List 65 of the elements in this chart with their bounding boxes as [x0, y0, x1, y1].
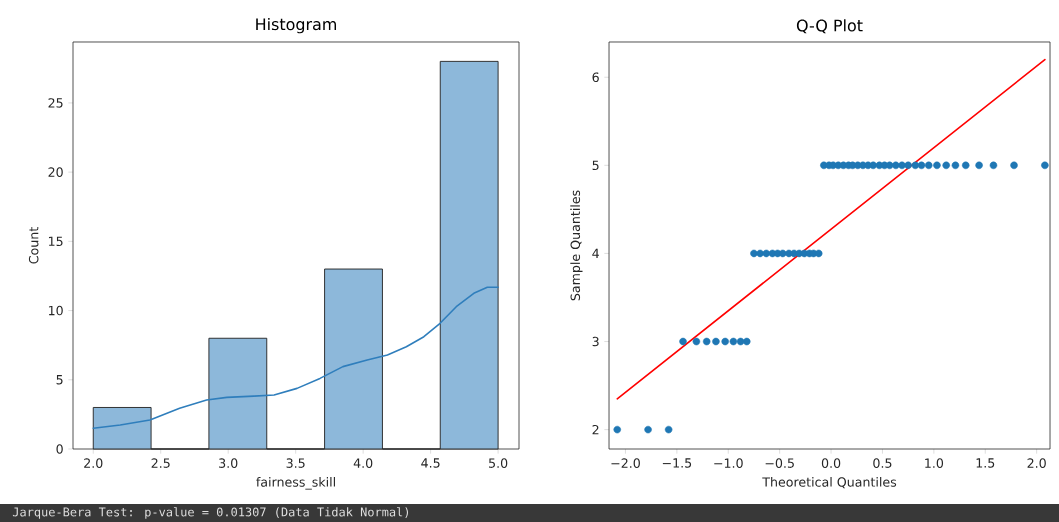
point [702, 337, 711, 346]
y-tick-label: 5 [56, 375, 63, 385]
point [729, 337, 738, 346]
x-tick-label: 0.0 [821, 458, 841, 468]
x-tick-label: 3.0 [219, 458, 238, 468]
y-tick-label: 2 [592, 424, 599, 435]
point [869, 161, 877, 170]
x-tick-label: 4.0 [353, 458, 373, 468]
point [679, 337, 687, 346]
point [975, 161, 983, 170]
point [898, 161, 906, 170]
point [904, 161, 912, 170]
point [644, 425, 652, 434]
point [911, 161, 920, 170]
y-axis-title: Sample Quantiles [570, 190, 583, 301]
x-tick-label: 1.5 [976, 458, 995, 468]
x-tick-label: 5.0 [489, 458, 508, 468]
point [961, 161, 970, 170]
point [750, 249, 758, 258]
x-tick-label: 2.0 [84, 458, 103, 468]
point [989, 161, 998, 170]
point [721, 337, 729, 346]
x-tick-label: −0.5 [765, 458, 794, 468]
point [712, 337, 720, 346]
point [917, 161, 926, 170]
y-tick-label: 25 [48, 98, 63, 108]
text: Jarque-Bera Test: p-value = 0.01307 (Data Tidak Normal) [12, 507, 409, 519]
x-tick-label: 2.5 [151, 458, 170, 468]
chart-title: Q-Q Plot [796, 19, 863, 34]
point [924, 161, 933, 170]
point [1010, 161, 1018, 170]
point [1041, 161, 1049, 170]
x-tick-label: −1.0 [714, 458, 743, 468]
point [779, 249, 787, 258]
y-tick-label: 10 [48, 305, 63, 316]
x-tick-label: −1.5 [662, 458, 692, 468]
point [664, 425, 673, 434]
line-series [92, 286, 499, 430]
y-tick-label: 15 [48, 236, 63, 247]
y-tick-label: 4 [592, 248, 599, 259]
x-tick-label: 4.5 [421, 458, 440, 468]
point [613, 425, 621, 434]
point [933, 161, 941, 170]
y-tick-label: 6 [592, 72, 599, 83]
x-tick-label: 3.5 [286, 458, 305, 468]
point [736, 337, 745, 346]
point [743, 337, 751, 346]
x-tick-label: −2.0 [611, 458, 640, 468]
y-tick-label: 0 [56, 444, 63, 454]
x-tick-label: 0.5 [873, 458, 892, 468]
x-axis-title: fairness_skill [256, 477, 335, 490]
x-tick-label: 2.0 [1027, 458, 1046, 468]
point [762, 249, 771, 258]
y-axis-title: Count [28, 227, 39, 264]
point [692, 337, 701, 346]
point [951, 161, 960, 170]
point [756, 249, 764, 258]
chart-title: Histogram [256, 17, 336, 34]
x-axis-title: Theoretical Quantiles [762, 477, 897, 489]
point [892, 161, 900, 170]
y-tick-label: 3 [592, 336, 599, 347]
y-tick-label: 20 [48, 167, 63, 177]
y-tick-label: 5 [592, 160, 599, 171]
point [942, 161, 950, 170]
x-tick-label: 1.0 [925, 458, 944, 468]
